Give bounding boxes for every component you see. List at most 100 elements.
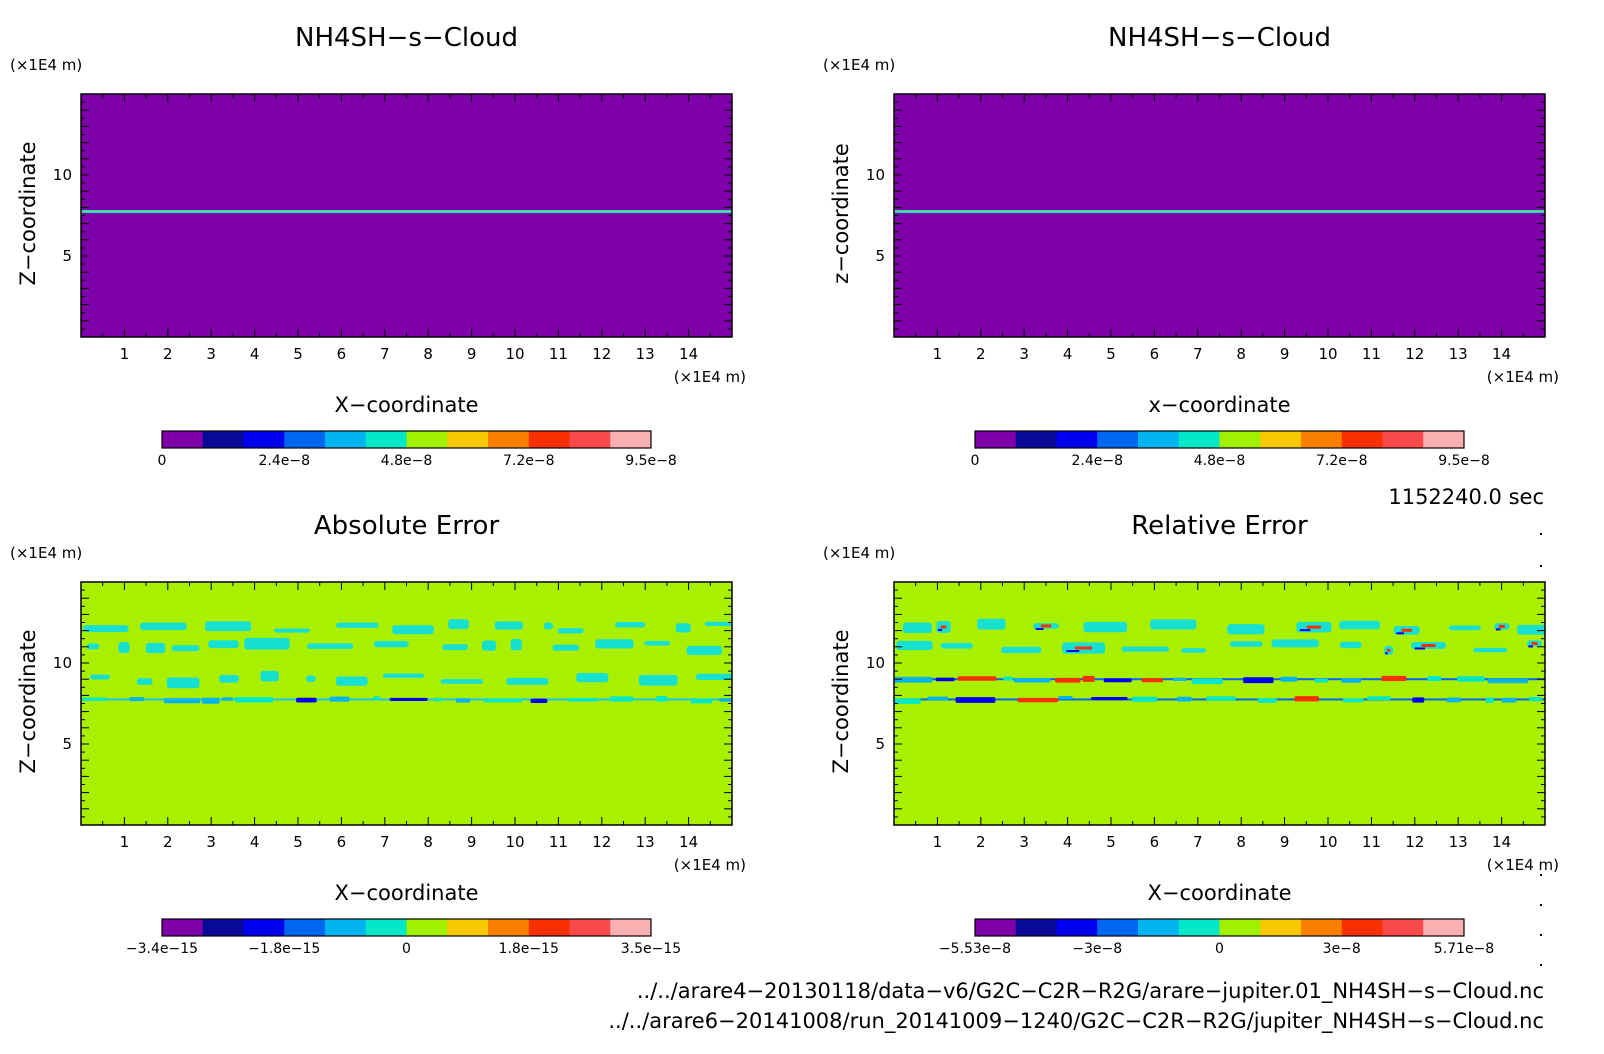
error-patch-peak — [1040, 624, 1052, 628]
error-patch-peak — [1498, 624, 1505, 628]
x-tick-label: 14 — [679, 345, 698, 363]
field-features — [81, 209, 732, 213]
error-patch-peak — [1401, 628, 1412, 632]
x-tick-label: 10 — [505, 833, 524, 851]
error-patch-peak — [1421, 643, 1436, 647]
colorbar-swatch — [284, 919, 326, 936]
error-patch-peak — [1386, 648, 1391, 652]
x-tick-label: 3 — [206, 833, 216, 851]
error-patch — [615, 622, 646, 628]
error-patch-peak — [1074, 646, 1093, 650]
colorbar-swatch — [569, 919, 611, 936]
y-tick-label: 10 — [866, 654, 885, 672]
colorbar-swatch — [528, 431, 570, 448]
error-patch — [440, 679, 484, 684]
colorbar-swatch — [1341, 431, 1383, 448]
error-segment — [163, 698, 201, 704]
colorbar-swatch — [1138, 919, 1180, 936]
error-segment — [1457, 676, 1485, 682]
error-patch — [510, 639, 522, 651]
x-tick-label: 14 — [1492, 345, 1511, 363]
colorbar-swatch — [406, 431, 448, 448]
error-segment — [1485, 697, 1494, 703]
colorbar-tick-label: 0 — [1215, 941, 1224, 957]
error-patch — [166, 677, 200, 689]
colorbar-swatch — [1178, 431, 1220, 448]
error-segment — [530, 698, 548, 704]
colorbar-swatch — [447, 919, 489, 936]
error-patch-peak — [1531, 641, 1538, 645]
panel-title: Absolute Error — [314, 511, 500, 541]
error-segment — [927, 696, 949, 701]
colorbar-tick-label: 9.5e−8 — [1438, 453, 1490, 469]
x-unit-label: (×1E4 m) — [674, 368, 746, 386]
x-tick-label: 5 — [1106, 345, 1116, 363]
x-tick-label: 10 — [1318, 833, 1337, 851]
error-segment — [329, 696, 350, 702]
x-axis-title: X−coordinate — [335, 881, 479, 905]
error-patch-trough — [1495, 628, 1501, 631]
error-patch — [392, 625, 434, 635]
ticks — [893, 581, 1546, 826]
error-patch — [244, 637, 290, 650]
error-segment — [373, 696, 380, 701]
panel-2: NH4SH−s−Cloud(×1E4 m)(×1E4 m)1 2 3 4 5 6 7 8 9 10… — [823, 23, 1559, 469]
colorbar-swatch — [1097, 431, 1139, 448]
colorbar-swatch — [488, 431, 530, 448]
error-segment — [1172, 677, 1187, 682]
error-segment — [1314, 678, 1328, 683]
x-tick-label: 4 — [1063, 833, 1073, 851]
x-tick-label: 1 — [120, 345, 130, 363]
error-segment — [719, 698, 732, 702]
error-patch-trough — [937, 628, 943, 631]
time-label: 1152240.0 sec — [1388, 485, 1544, 509]
x-tick-label: 2 — [976, 345, 986, 363]
error-segment — [1427, 676, 1442, 681]
error-segment — [389, 697, 428, 701]
error-segment — [656, 695, 668, 702]
x-tick-label: 4 — [250, 833, 260, 851]
y-tick-label: 5 — [62, 247, 72, 265]
colorbar-swatch — [202, 919, 244, 936]
error-patch — [118, 641, 130, 654]
error-patch — [171, 645, 200, 652]
colorbar-swatch — [1423, 919, 1465, 936]
error-patch — [1517, 624, 1545, 635]
plot-area — [894, 94, 1545, 337]
y-axis-title: Z−coordinate — [829, 630, 853, 774]
error-patch-trough — [1385, 652, 1388, 655]
error-segment — [1412, 697, 1425, 703]
error-patch — [695, 673, 732, 680]
panel-title: NH4SH−s−Cloud — [295, 23, 518, 53]
colorbar-swatch — [1015, 919, 1057, 936]
colorbar-swatch — [1260, 431, 1302, 448]
error-segment — [1191, 678, 1223, 685]
colorbar-swatch — [528, 919, 570, 936]
colorbar-tick-label: 0 — [971, 453, 980, 469]
ticks — [893, 93, 1546, 338]
x-tick-label: 12 — [592, 345, 611, 363]
x-tick-label: 12 — [1405, 833, 1424, 851]
colorbar-swatch — [1260, 919, 1302, 936]
error-segment — [1055, 677, 1081, 683]
x-tick-label: 14 — [679, 833, 698, 851]
error-patch-trough — [1414, 647, 1426, 650]
colorbar-swatch — [488, 919, 530, 936]
colorbar-swatch — [162, 919, 204, 936]
error-segment — [1103, 678, 1132, 683]
x-tick-label: 13 — [1449, 345, 1468, 363]
colorbar-swatch — [1056, 919, 1098, 936]
error-patch — [373, 641, 409, 648]
colorbar-swatch — [325, 431, 367, 448]
colorbar-swatch — [1015, 431, 1057, 448]
x-tick-label: 12 — [1405, 345, 1424, 363]
x-tick-label: 6 — [337, 345, 347, 363]
colorbar-tick-label: −3e−8 — [1072, 941, 1122, 957]
error-segment — [894, 698, 921, 704]
colorbar: −5.53e−8 −3e−8 0 3e−8 5.71e−8 — [939, 918, 1494, 957]
error-patch — [481, 640, 497, 651]
colorbar-swatch — [162, 431, 204, 448]
colorbar-swatch — [610, 431, 652, 448]
colorbar-frame — [974, 430, 1465, 449]
x-tick-label: 7 — [380, 345, 390, 363]
